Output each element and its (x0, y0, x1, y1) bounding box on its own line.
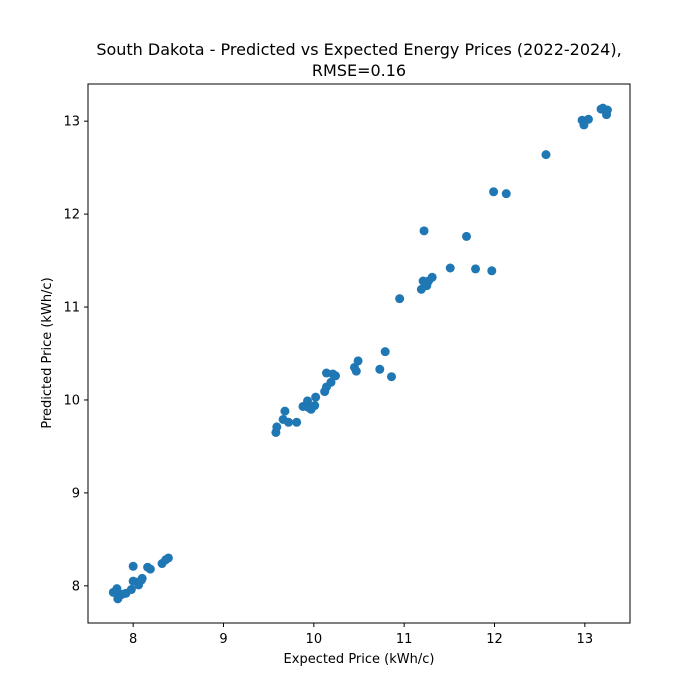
x-tick-label: 8 (129, 632, 137, 647)
chart-title-line1: South Dakota - Predicted vs Expected Ene… (96, 40, 621, 59)
x-tick-label: 13 (577, 632, 594, 647)
data-point (326, 377, 336, 387)
data-point (387, 372, 397, 382)
data-point (272, 422, 282, 432)
data-point (501, 189, 511, 199)
data-point (487, 266, 497, 276)
data-point (310, 401, 320, 411)
x-tick-label: 10 (306, 632, 323, 647)
data-point (351, 366, 361, 376)
data-point (280, 406, 290, 416)
y-tick-label: 11 (63, 301, 80, 316)
y-tick-label: 8 (72, 579, 80, 594)
data-point (427, 272, 437, 282)
data-point (145, 564, 155, 574)
x-axis-label: Expected Price (kWh/c) (284, 652, 435, 667)
data-point (375, 364, 385, 374)
data-point (311, 392, 321, 402)
data-point (471, 264, 481, 274)
data-point (583, 114, 593, 124)
x-tick-label: 12 (486, 632, 503, 647)
data-point (353, 356, 363, 366)
data-point (163, 553, 173, 563)
data-point (380, 347, 390, 357)
y-tick-label: 13 (63, 115, 80, 130)
data-point (419, 226, 429, 236)
x-axis-ticks: 8 9 10 11 12 13 (129, 623, 593, 647)
chart-title-line2: RMSE=0.16 (312, 61, 406, 80)
data-point (602, 105, 612, 115)
data-point (541, 150, 551, 160)
data-point (137, 573, 147, 583)
data-point (462, 231, 471, 241)
x-tick-label: 11 (396, 632, 413, 647)
data-point (284, 417, 294, 427)
y-tick-label: 12 (63, 208, 80, 223)
plot-frame (87, 83, 631, 624)
data-point (331, 371, 341, 381)
data-point (128, 561, 138, 571)
data-point (445, 263, 455, 273)
data-point (395, 294, 405, 304)
data-points (108, 103, 612, 604)
y-axis-label: Predicted Price (kWh/c) (40, 277, 55, 428)
data-point (489, 187, 499, 197)
data-point (126, 585, 136, 595)
y-tick-label: 9 (72, 486, 80, 501)
x-tick-label: 9 (219, 632, 227, 647)
y-tick-label: 10 (63, 393, 80, 408)
data-point (292, 417, 302, 427)
y-axis-ticks: 8 9 10 11 12 13 (63, 115, 88, 594)
